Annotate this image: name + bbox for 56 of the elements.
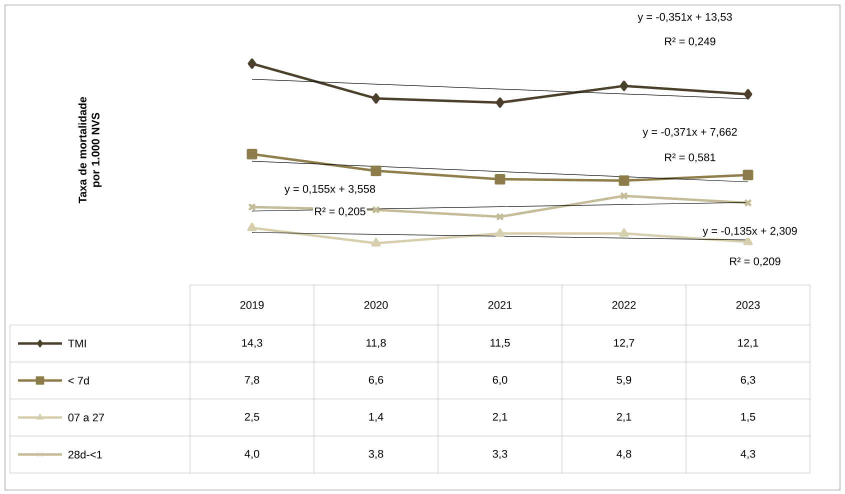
data-label: 14,3 <box>242 338 262 348</box>
x-tick-label: 2020 <box>364 301 388 309</box>
data-label: 12,1 <box>738 338 758 348</box>
data-label: 6,6 <box>368 376 384 386</box>
data-label: 2,1 <box>492 412 508 422</box>
data-label: 5,9 <box>616 376 632 386</box>
data-label: 2,5 <box>244 412 260 422</box>
data-label: 6,3 <box>740 376 756 386</box>
point <box>494 174 506 184</box>
data-label: 1,5 <box>741 413 756 422</box>
data-label: 11,5 <box>490 339 510 348</box>
point <box>620 80 628 92</box>
data-label: 4,8 <box>616 450 632 460</box>
point <box>371 238 381 246</box>
annotation: y = -0,371x + 7,662 <box>642 128 737 138</box>
point <box>246 148 258 160</box>
annotation: y = -0,135x + 2,309 <box>702 227 797 237</box>
text: y = -0,351x + 13,53 <box>638 13 732 23</box>
x-tick-label: 2019 <box>240 301 264 309</box>
data-label: 1,4 <box>369 413 384 422</box>
data-label: 4,3 <box>740 450 756 460</box>
point <box>618 175 630 186</box>
text: R² = 0,209 <box>730 257 780 267</box>
data-label: 6,0 <box>492 376 508 386</box>
point <box>248 58 256 69</box>
data-label: 3,8 <box>368 450 384 460</box>
point <box>496 212 504 221</box>
data-label: 4,0 <box>244 450 260 460</box>
point <box>620 192 628 200</box>
annotation: R² = 0,581 <box>665 153 716 163</box>
legend-label: 28d-<1 <box>68 450 102 459</box>
annotation: y = 0,155x + 3,558 <box>284 185 376 195</box>
point <box>619 228 629 237</box>
data-label: 7,8 <box>244 376 260 386</box>
x-tick-label: 2023 <box>736 301 760 309</box>
point <box>495 228 505 237</box>
data-label: 12,7 <box>614 338 634 348</box>
point <box>742 170 754 180</box>
point <box>247 222 257 232</box>
annotation: R² = 0,205 <box>315 207 366 217</box>
point <box>372 93 380 104</box>
legend-label: < 7d <box>68 376 89 385</box>
point <box>496 97 504 108</box>
x-tick-label: 2022 <box>612 301 636 309</box>
data-label: 11,8 <box>366 338 386 348</box>
point <box>744 89 752 100</box>
data-label: 2,1 <box>616 412 632 422</box>
point <box>372 206 380 214</box>
text: R² = 0,249 <box>665 37 716 47</box>
x-tick-label: 2021 <box>488 301 512 309</box>
legend-label: 07 a 27 <box>68 414 104 422</box>
text: Taxa de mortalidade por 1.000 NVS <box>78 97 102 204</box>
data-label: 3,3 <box>492 450 508 460</box>
point <box>370 166 382 176</box>
point <box>743 236 753 246</box>
legend-label: TMI <box>68 340 86 348</box>
